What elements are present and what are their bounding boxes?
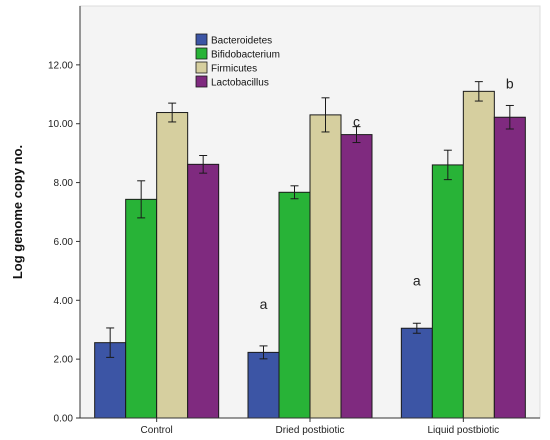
category-label: Liquid postbiotic xyxy=(427,425,499,436)
significance-label: b xyxy=(506,75,514,91)
y-tick-label: 4.00 xyxy=(54,296,74,307)
bar xyxy=(400,327,433,419)
bar xyxy=(125,198,158,419)
y-tick-label: 6.00 xyxy=(54,237,74,248)
legend-swatch xyxy=(195,61,208,74)
category-label: Control xyxy=(141,425,173,436)
bar xyxy=(156,112,189,419)
y-tick-label: 12.00 xyxy=(48,60,73,71)
legend: Bacteroidetes Bifidobacterium Firmicutes La… xyxy=(195,33,280,89)
legend-label: Firmicutes xyxy=(211,64,257,75)
bars-layer xyxy=(94,90,526,419)
bar xyxy=(431,164,464,419)
legend-swatch xyxy=(195,33,208,46)
annotations-layer: a c a b xyxy=(260,75,514,312)
significance-label: a xyxy=(413,273,421,289)
y-tick-label: 10.00 xyxy=(48,119,73,130)
legend-label: Lactobacillus xyxy=(211,78,269,89)
bar xyxy=(187,163,220,419)
category-label: Dried postbiotic xyxy=(276,425,345,436)
significance-label: c xyxy=(353,114,360,130)
axes-layer: 0.00 2.00 4.00 6.00 8.00 10.00 12.00 Control Dri… xyxy=(48,6,540,436)
bar xyxy=(278,191,311,419)
y-tick-label: 8.00 xyxy=(54,178,74,189)
bar xyxy=(462,90,495,419)
legend-swatch xyxy=(195,75,208,88)
legend-label: Bacteroidetes xyxy=(211,36,272,47)
bar xyxy=(493,116,526,419)
bar xyxy=(340,134,373,419)
legend-label: Bifidobacterium xyxy=(211,50,280,61)
bar xyxy=(247,351,280,419)
significance-label: a xyxy=(260,296,268,312)
y-tick-label: 2.00 xyxy=(54,355,74,366)
error-bars-layer xyxy=(106,81,514,360)
legend-swatch xyxy=(195,47,208,60)
y-axis-title: Log genome copy no. xyxy=(10,145,25,279)
y-tick-label: 0.00 xyxy=(54,414,74,425)
bar xyxy=(309,114,342,419)
